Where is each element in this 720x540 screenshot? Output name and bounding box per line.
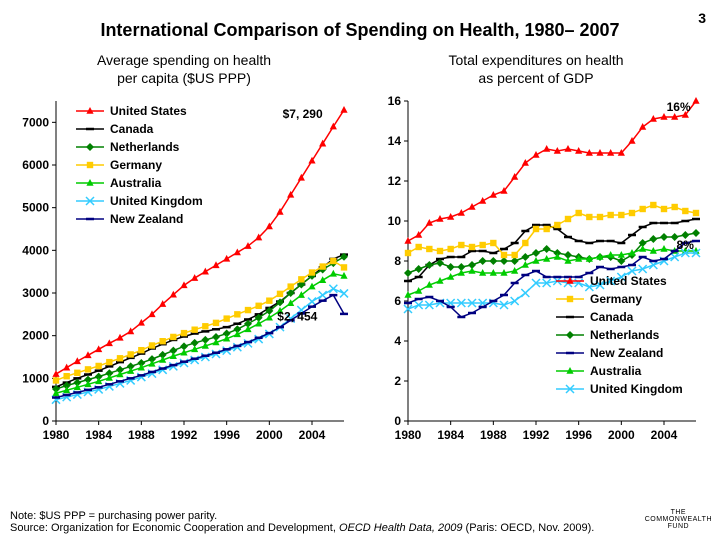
- svg-text:Australia: Australia: [110, 176, 162, 190]
- left-chart-column: Average spending on healthper capita ($U…: [14, 51, 354, 451]
- svg-text:$7, 290: $7, 290: [283, 107, 323, 121]
- legend-item: Germany: [556, 292, 642, 306]
- svg-text:7000: 7000: [22, 115, 49, 129]
- svg-text:2004: 2004: [299, 428, 326, 442]
- left-subtitle: Average spending on healthper capita ($U…: [14, 51, 354, 91]
- legend-item: United Kingdom: [76, 194, 203, 208]
- legend-item: New Zealand: [556, 346, 663, 360]
- svg-text:1980: 1980: [43, 428, 70, 442]
- svg-text:1980: 1980: [395, 428, 422, 442]
- svg-text:6: 6: [394, 294, 401, 308]
- left-chart-area: 0 1000 2000 3000 4000 5000 6000 7000 1980 1984 198…: [14, 91, 354, 451]
- legend-item: Germany: [76, 158, 162, 172]
- svg-text:8%: 8%: [677, 238, 695, 252]
- svg-text:1992: 1992: [171, 428, 198, 442]
- legend-item: Canada: [76, 122, 154, 136]
- svg-text:2000: 2000: [608, 428, 635, 442]
- svg-text:4000: 4000: [22, 243, 49, 257]
- legend-item: New Zealand: [76, 212, 183, 226]
- charts-row: Average spending on healthper capita ($U…: [0, 41, 720, 451]
- svg-text:4: 4: [394, 334, 401, 348]
- svg-text:1984: 1984: [85, 428, 112, 442]
- svg-text:2004: 2004: [651, 428, 678, 442]
- svg-text:Canada: Canada: [110, 122, 154, 136]
- svg-text:Canada: Canada: [590, 310, 634, 324]
- svg-text:United Kingdom: United Kingdom: [110, 194, 203, 208]
- footer-source: Source: Organization for Economic Cooper…: [10, 522, 710, 534]
- svg-text:5000: 5000: [22, 201, 49, 215]
- svg-text:6000: 6000: [22, 158, 49, 172]
- svg-text:United Kingdom: United Kingdom: [590, 382, 683, 396]
- svg-text:1988: 1988: [128, 428, 155, 442]
- right-subtitle: Total expenditures on healthas percent o…: [366, 51, 706, 91]
- svg-text:16: 16: [388, 94, 402, 108]
- legend-item: Australia: [556, 364, 642, 378]
- svg-text:14: 14: [388, 134, 402, 148]
- svg-text:Germany: Germany: [590, 292, 642, 306]
- right-chart-area: 0 2 4 6 8 10 12 14 16 1980 1984 1988 1992 1996 2000 200…: [366, 91, 706, 451]
- svg-text:Netherlands: Netherlands: [110, 140, 180, 154]
- svg-text:10: 10: [388, 214, 402, 228]
- svg-text:1996: 1996: [565, 428, 592, 442]
- svg-text:0: 0: [394, 414, 401, 428]
- svg-text:United States: United States: [590, 274, 667, 288]
- legend-item: United Kingdom: [556, 382, 683, 396]
- legend-item: United States: [556, 274, 667, 288]
- right-chart-column: Total expenditures on healthas percent o…: [366, 51, 706, 451]
- svg-text:16%: 16%: [667, 100, 691, 114]
- svg-text:Germany: Germany: [110, 158, 162, 172]
- svg-text:1992: 1992: [523, 428, 550, 442]
- footer: Note: $US PPP = purchasing power parity.…: [10, 510, 710, 534]
- svg-text:Australia: Australia: [590, 364, 642, 378]
- svg-text:$2, 454: $2, 454: [277, 310, 317, 324]
- svg-text:Netherlands: Netherlands: [590, 328, 660, 342]
- page-number: 3: [698, 10, 706, 26]
- svg-text:1988: 1988: [480, 428, 507, 442]
- legend-item: Canada: [556, 310, 634, 324]
- fund-label: THECOMMONWEALTHFUND: [645, 509, 712, 530]
- svg-text:New Zealand: New Zealand: [590, 346, 663, 360]
- legend-item: United States: [76, 104, 187, 118]
- svg-text:8: 8: [394, 254, 401, 268]
- svg-text:3000: 3000: [22, 286, 49, 300]
- svg-text:0: 0: [42, 414, 49, 428]
- legend-item: Australia: [76, 176, 162, 190]
- legend-item: Netherlands: [556, 328, 660, 342]
- svg-text:2000: 2000: [22, 329, 49, 343]
- right-chart-svg: 0 2 4 6 8 10 12 14 16 1980 1984 1988 1992 1996 2000 200…: [366, 91, 706, 451]
- svg-text:1984: 1984: [437, 428, 464, 442]
- svg-text:2000: 2000: [256, 428, 283, 442]
- svg-text:New Zealand: New Zealand: [110, 212, 183, 226]
- legend-item: Netherlands: [76, 140, 180, 154]
- main-title: International Comparison of Spending on …: [0, 0, 720, 41]
- left-chart-svg: 0 1000 2000 3000 4000 5000 6000 7000 1980 1984 198…: [14, 91, 354, 451]
- footer-note: Note: $US PPP = purchasing power parity.: [10, 510, 710, 522]
- svg-text:United States: United States: [110, 104, 187, 118]
- svg-text:12: 12: [388, 174, 402, 188]
- svg-text:1996: 1996: [213, 428, 240, 442]
- svg-text:1000: 1000: [22, 371, 49, 385]
- svg-text:2: 2: [394, 374, 401, 388]
